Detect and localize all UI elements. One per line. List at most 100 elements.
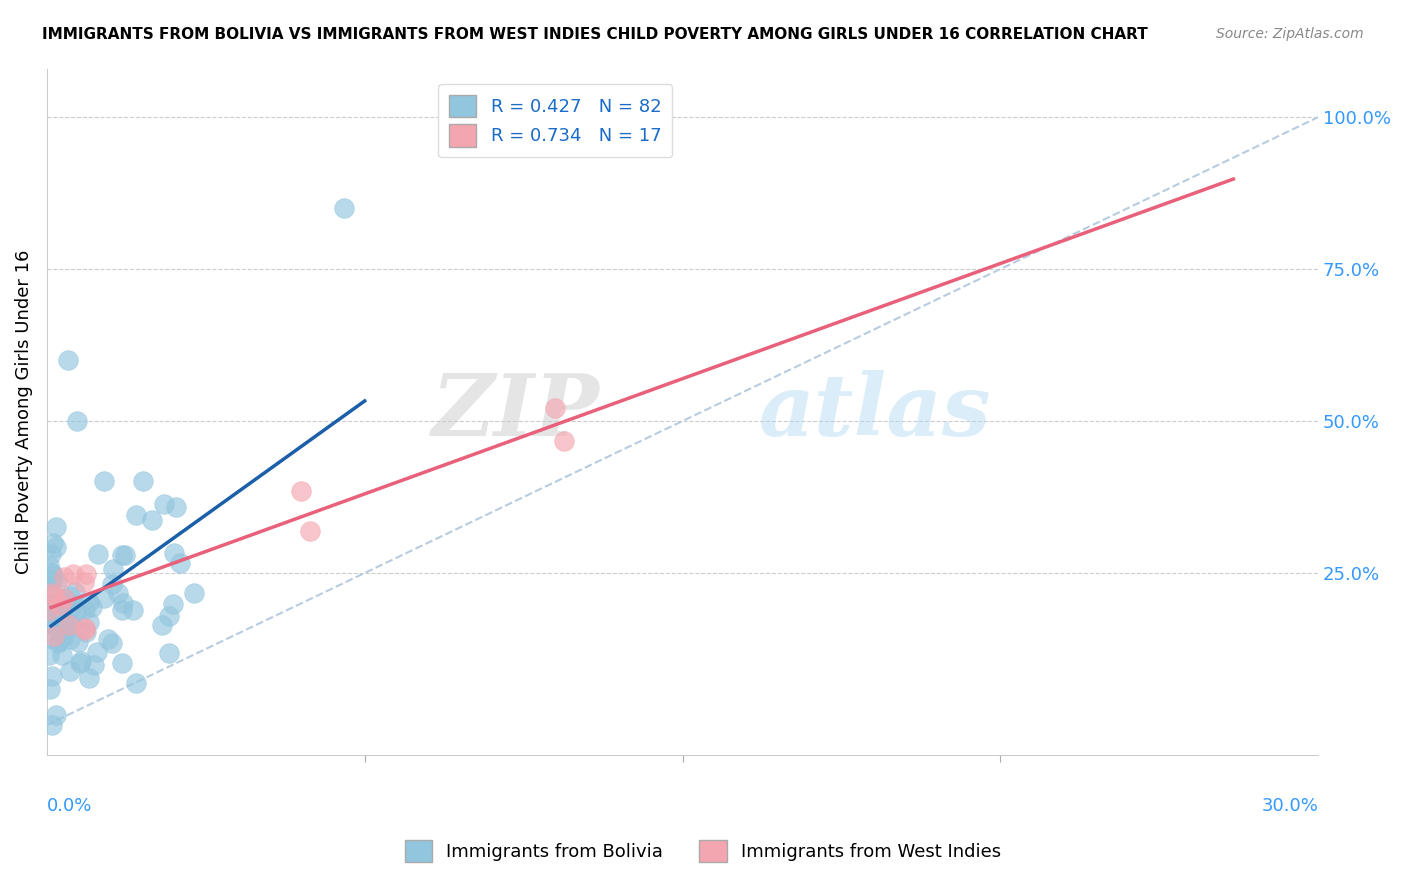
Point [73, 574, 96, 589]
Point [77, 615, 100, 629]
Y-axis label: Child Poverty Among Girls Under 16: Child Poverty Among Girls Under 16 [15, 250, 32, 574]
Point [157, 646, 180, 660]
Point [121, 603, 143, 617]
Point [42, 536, 65, 550]
Point [39, 682, 62, 697]
Point [44, 620, 66, 634]
Point [48, 635, 70, 649]
Point [75, 621, 97, 635]
Point [59, 665, 82, 679]
Point [125, 508, 148, 522]
Point [59, 632, 82, 647]
Point [93, 475, 115, 489]
Point [93, 591, 115, 605]
Point [332, 202, 354, 216]
Point [38, 601, 60, 615]
Point [162, 597, 184, 611]
Point [38, 631, 60, 645]
Point [79, 594, 101, 608]
Point [111, 603, 134, 617]
Point [51, 605, 73, 619]
Point [125, 676, 148, 690]
Point [70, 654, 93, 668]
Point [45, 540, 67, 554]
Point [39, 574, 62, 588]
Point [169, 556, 191, 570]
Point [41, 573, 63, 587]
Point [41, 566, 63, 580]
Point [52, 569, 75, 583]
Point [101, 562, 124, 576]
Point [141, 513, 163, 527]
Point [132, 474, 155, 488]
Point [58, 618, 80, 632]
Point [39, 547, 62, 561]
Point [38, 615, 60, 630]
Point [298, 524, 321, 538]
Point [56, 595, 79, 609]
Point [553, 434, 575, 449]
Point [41, 718, 63, 732]
Legend: R = 0.427   N = 82, R = 0.734   N = 17: R = 0.427 N = 82, R = 0.734 N = 17 [439, 85, 672, 157]
Point [75, 567, 97, 582]
Point [73, 602, 96, 616]
Point [45, 574, 67, 589]
Point [290, 483, 312, 498]
Point [62, 567, 84, 582]
Point [45, 607, 67, 621]
Point [69, 657, 91, 671]
Point [45, 708, 67, 723]
Point [38, 589, 60, 603]
Point [42, 588, 65, 602]
Point [38, 603, 60, 617]
Point [150, 618, 173, 632]
Point [77, 671, 100, 685]
Point [65, 414, 87, 428]
Point [59, 589, 82, 603]
Point [107, 586, 129, 600]
Point [75, 625, 97, 640]
Point [165, 500, 187, 515]
Point [56, 353, 79, 368]
Point [41, 616, 63, 631]
Text: Source: ZipAtlas.com: Source: ZipAtlas.com [1216, 27, 1364, 41]
Point [59, 601, 82, 615]
Text: 0.0%: 0.0% [46, 797, 93, 814]
Point [114, 548, 136, 562]
Point [183, 586, 205, 600]
Point [97, 632, 120, 646]
Point [45, 519, 67, 533]
Point [51, 648, 73, 663]
Point [41, 568, 63, 582]
Point [87, 548, 110, 562]
Point [86, 645, 108, 659]
Text: ZIP: ZIP [432, 370, 600, 454]
Point [48, 633, 70, 648]
Point [38, 558, 60, 573]
Point [59, 615, 82, 630]
Point [101, 635, 124, 649]
Point [53, 591, 76, 606]
Point [157, 608, 180, 623]
Point [82, 600, 104, 615]
Point [67, 634, 90, 648]
Point [41, 586, 63, 600]
Point [110, 656, 132, 670]
Point [55, 623, 77, 637]
Text: 30.0%: 30.0% [1261, 797, 1319, 814]
Point [112, 596, 135, 610]
Point [153, 497, 176, 511]
Point [53, 592, 76, 607]
Point [48, 598, 70, 612]
Point [38, 617, 60, 632]
Point [59, 616, 82, 631]
Point [111, 548, 134, 562]
Point [163, 546, 186, 560]
Point [63, 585, 86, 599]
Point [39, 596, 62, 610]
Point [38, 648, 60, 662]
Point [65, 604, 87, 618]
Legend: Immigrants from Bolivia, Immigrants from West Indies: Immigrants from Bolivia, Immigrants from… [398, 833, 1008, 870]
Point [75, 623, 97, 637]
Point [41, 669, 63, 683]
